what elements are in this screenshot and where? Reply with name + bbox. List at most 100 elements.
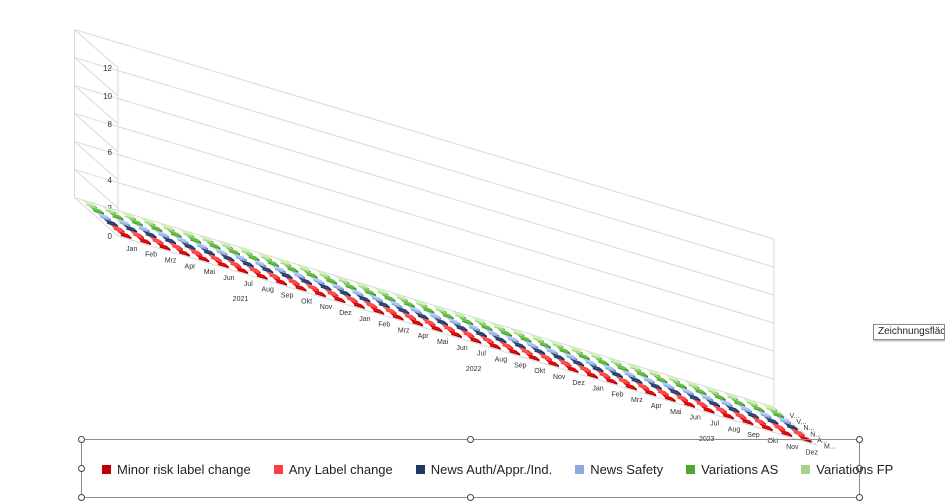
bar-variations-as-18 bbox=[439, 311, 454, 320]
bar-variations-as-5 bbox=[186, 235, 202, 244]
bar-variations-fp-33 bbox=[723, 392, 739, 401]
bar-any-label-change-25 bbox=[595, 370, 611, 379]
resize-handle-top-left[interactable] bbox=[78, 436, 85, 443]
bar-variations-as-22 bbox=[516, 334, 532, 343]
bar-news-safety-23 bbox=[543, 346, 558, 355]
bar-any-label-change-2 bbox=[148, 236, 164, 245]
bar-any-label-change-34 bbox=[770, 422, 786, 431]
bar-news-auth-appr-ind--30 bbox=[686, 393, 701, 402]
bar-any-label-change-17 bbox=[440, 323, 455, 332]
bar-variations-as-33 bbox=[730, 398, 746, 407]
bar-variations-as-7 bbox=[225, 247, 240, 256]
bar-news-auth-appr-ind--20 bbox=[491, 335, 507, 344]
bar-any-label-change-16 bbox=[421, 317, 436, 327]
gridline-side bbox=[74, 29, 119, 69]
legend-swatch bbox=[415, 465, 425, 474]
legend-item[interactable]: Minor risk label change bbox=[102, 462, 251, 477]
bar-news-safety-8 bbox=[251, 259, 267, 268]
legend-label: Variations AS bbox=[701, 462, 779, 477]
bar-any-label-change-6 bbox=[226, 259, 242, 268]
bar-news-auth-appr-ind--33 bbox=[744, 410, 759, 419]
bar-minor-risk-label-change-34 bbox=[777, 428, 793, 438]
bar-news-auth-appr-ind--26 bbox=[608, 370, 623, 379]
bar-any-label-change-30 bbox=[693, 399, 708, 408]
x-tick-label: Feb bbox=[145, 252, 157, 259]
gridline-back bbox=[74, 57, 775, 268]
bar-variations-as-20 bbox=[478, 322, 493, 332]
bar-news-auth-appr-ind--10 bbox=[297, 276, 313, 286]
x-tick-label: Jul bbox=[477, 351, 486, 358]
bar-variations-fp-21 bbox=[490, 322, 506, 331]
bar-minor-risk-label-change-22 bbox=[544, 358, 559, 368]
bar-news-auth-appr-ind--3 bbox=[161, 236, 176, 245]
bar-minor-risk-label-change-3 bbox=[175, 248, 190, 257]
y-tick-label: 6 bbox=[108, 148, 113, 157]
bar-variations-as-31 bbox=[691, 386, 707, 396]
chart-bars bbox=[82, 200, 812, 443]
x-tick-label: Mrz bbox=[398, 327, 410, 334]
legend-swatch bbox=[801, 465, 811, 474]
legend-item[interactable]: News Safety bbox=[575, 462, 663, 477]
bar-minor-risk-label-change-2 bbox=[155, 242, 171, 251]
gridline-back bbox=[74, 169, 775, 380]
bar-news-safety-20 bbox=[484, 329, 500, 338]
gridline-side bbox=[74, 197, 119, 237]
x-tick-label: Okt bbox=[301, 298, 312, 305]
resize-handle-top-right[interactable] bbox=[856, 436, 863, 443]
bar-variations-as-14 bbox=[361, 287, 376, 297]
legend-swatch bbox=[102, 465, 111, 474]
bar-minor-risk-label-change-32 bbox=[738, 417, 754, 426]
bar-minor-risk-label-change-14 bbox=[389, 312, 404, 321]
bar-news-auth-appr-ind--1 bbox=[122, 224, 138, 233]
legend-swatch bbox=[686, 465, 696, 474]
x-tick-label: Feb bbox=[611, 391, 623, 398]
bar-news-auth-appr-ind--15 bbox=[394, 306, 410, 315]
bar-news-safety-24 bbox=[562, 352, 578, 361]
chart-legend[interactable]: Minor risk label change Any Label change N… bbox=[78, 436, 893, 501]
bar-news-auth-appr-ind--29 bbox=[666, 387, 682, 396]
gridline-back bbox=[74, 85, 775, 296]
bar-any-label-change-18 bbox=[459, 329, 475, 338]
bar-news-safety-28 bbox=[640, 375, 655, 384]
bar-news-auth-appr-ind--21 bbox=[511, 340, 526, 350]
resize-handle-bottom-left[interactable] bbox=[78, 494, 85, 501]
legend-item[interactable]: News Auth/Appr./Ind. bbox=[415, 462, 553, 477]
resize-handle-top[interactable] bbox=[467, 436, 474, 443]
bar-variations-as-3 bbox=[147, 223, 163, 233]
resize-handle-right[interactable] bbox=[856, 465, 863, 472]
gridline-side bbox=[74, 113, 119, 153]
legend-item[interactable]: Variations FP bbox=[801, 462, 893, 477]
bar-any-label-change-22 bbox=[537, 352, 553, 362]
bar-news-auth-appr-ind--14 bbox=[375, 300, 390, 309]
depth-label: A... bbox=[817, 437, 828, 444]
bar-news-safety-10 bbox=[290, 270, 306, 280]
bar-variations-as-21 bbox=[497, 328, 512, 337]
bar-minor-risk-label-change-24 bbox=[583, 370, 598, 379]
bar-variations-fp-27 bbox=[607, 357, 622, 366]
bar-variations-fp-2 bbox=[121, 212, 136, 221]
bar-minor-risk-label-change-26 bbox=[622, 382, 637, 391]
bar-news-auth-appr-ind--35 bbox=[783, 422, 798, 431]
legend-item[interactable]: Variations AS bbox=[686, 462, 778, 477]
bar-variations-fp-35 bbox=[762, 404, 778, 413]
bar-any-label-change-1 bbox=[129, 230, 145, 239]
resize-handle-bottom[interactable] bbox=[467, 494, 474, 501]
x-tick-label: Jan bbox=[126, 246, 137, 253]
bar-news-safety-18 bbox=[446, 317, 461, 326]
legend-label: News Auth/Appr./Ind. bbox=[430, 462, 553, 477]
bar-any-label-change-20 bbox=[498, 341, 514, 350]
bar-news-safety-34 bbox=[756, 410, 772, 419]
resize-handle-bottom-right[interactable] bbox=[856, 494, 863, 501]
gridline-back bbox=[74, 113, 775, 324]
bar-news-safety-14 bbox=[368, 294, 383, 303]
gridline-side bbox=[74, 169, 119, 209]
depth-label: M... bbox=[824, 443, 836, 450]
legend-label: News Safety bbox=[590, 462, 664, 477]
bar-variations-fp-20 bbox=[471, 316, 486, 326]
bar-minor-risk-label-change-21 bbox=[525, 353, 540, 362]
legend-item[interactable]: Any Label change bbox=[273, 462, 393, 477]
bar-variations-as-27 bbox=[614, 363, 629, 372]
resize-handle-left[interactable] bbox=[78, 465, 85, 472]
bar-news-safety-13 bbox=[348, 288, 364, 297]
